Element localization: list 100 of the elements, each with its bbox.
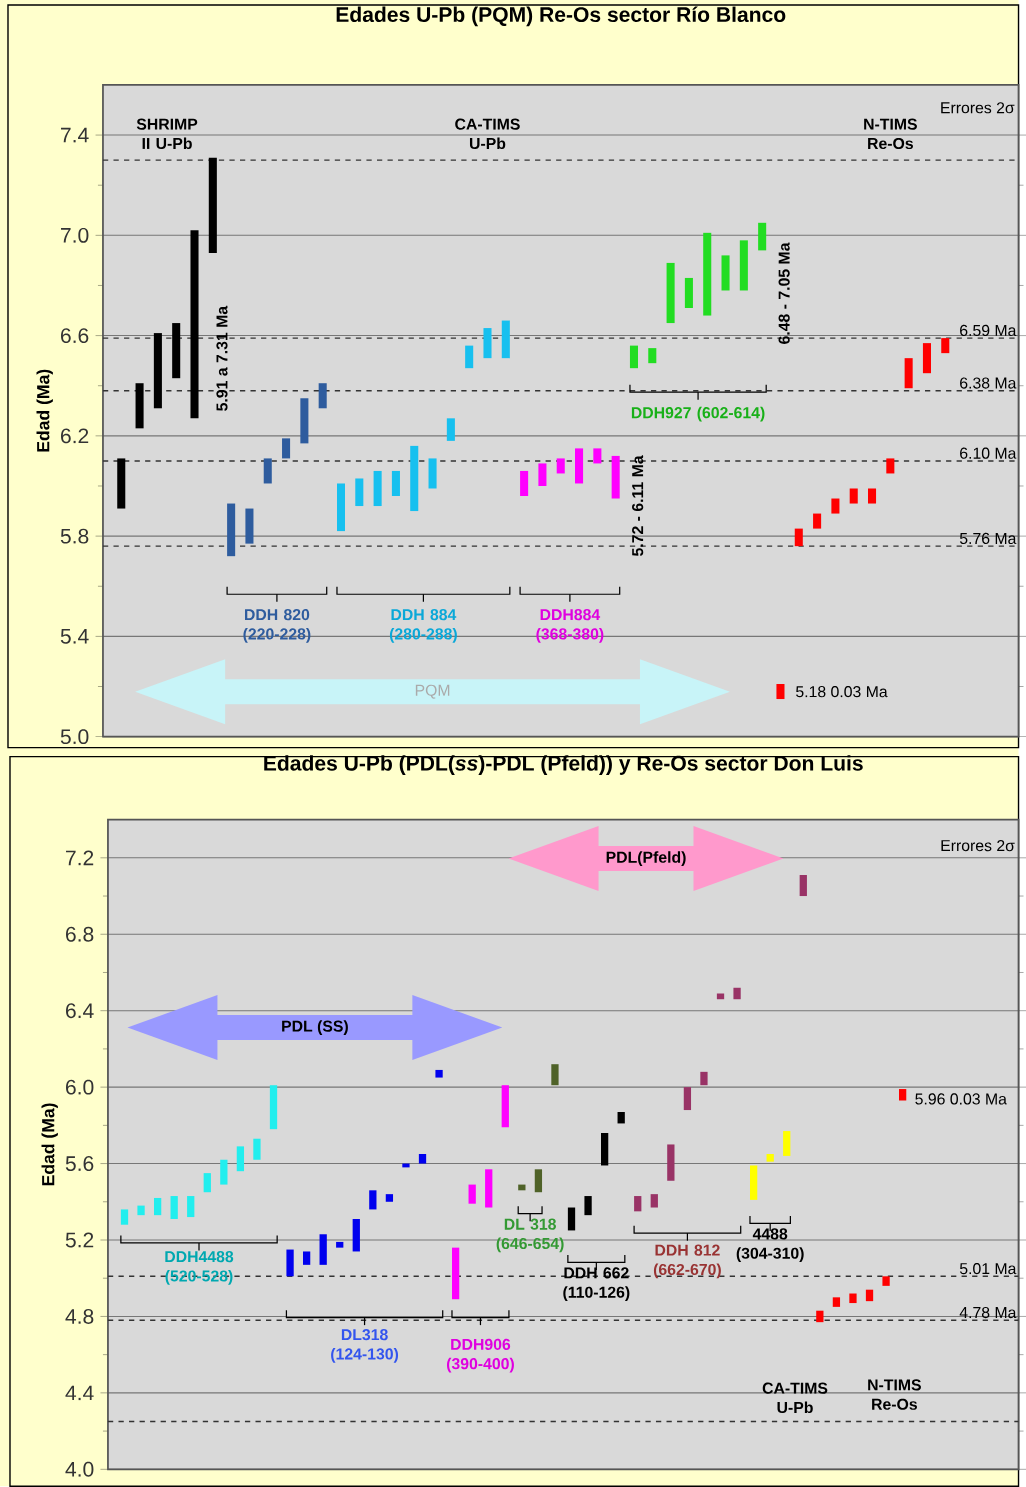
bar [849, 488, 858, 504]
bar [418, 1154, 427, 1164]
bar [391, 470, 400, 497]
bar [484, 1169, 493, 1208]
bar [446, 418, 455, 441]
bar [922, 343, 931, 374]
bar [574, 448, 583, 484]
bar [783, 1131, 791, 1156]
y-tick-label: 6.0 [65, 1079, 94, 1095]
annotation: 5.18 0.03 Ma [795, 686, 888, 698]
y-tick-label: 6.4 [65, 1003, 94, 1019]
bar [451, 1247, 460, 1300]
bar [749, 1165, 758, 1200]
bar [336, 483, 345, 532]
bar [300, 398, 309, 444]
y-tick-label: 5.8 [60, 528, 89, 544]
bar [611, 455, 620, 499]
bar [799, 875, 807, 897]
bar [629, 345, 638, 369]
bar [468, 1184, 476, 1204]
bar [286, 1249, 294, 1277]
bar [758, 222, 767, 251]
bar [617, 1111, 625, 1124]
text: 5.96 0.03 Ma [915, 1093, 1007, 1105]
bar [648, 348, 657, 364]
bar [120, 1209, 129, 1225]
bar [794, 528, 803, 547]
bar [667, 1144, 675, 1181]
bar [318, 383, 327, 409]
y-tick-label: 7.4 [60, 127, 89, 143]
ref-line-label: 5.01 Ma [959, 1263, 1017, 1275]
bar [153, 1197, 162, 1216]
bar [867, 488, 876, 504]
bar [245, 508, 254, 544]
y-tick-label: 5.6 [65, 1156, 94, 1172]
bar [428, 458, 437, 489]
annotation: N-TIMS Re-Os [868, 1379, 921, 1410]
annotation: 4488 (304-310) [736, 1228, 804, 1262]
y-tick-label: 4.0 [65, 1461, 94, 1477]
ref-line-label: 6.10 Ma [960, 447, 1017, 459]
bar [172, 323, 181, 379]
bar [831, 498, 840, 514]
bar [766, 1154, 774, 1162]
y-tick-label: 4.8 [65, 1308, 94, 1324]
annotation: 6.48 - 7.05 Ma [778, 242, 790, 344]
annotation: DDH884 (368-380) [536, 609, 604, 643]
bar [220, 1159, 228, 1185]
bar [634, 1196, 642, 1212]
bar [117, 458, 126, 509]
bar [739, 240, 748, 291]
bar [684, 277, 693, 309]
annotation: CA-TIMS U-Pb [762, 1382, 828, 1414]
bar [703, 232, 712, 316]
bar [137, 1205, 145, 1216]
bar [170, 1196, 178, 1219]
bar [135, 383, 144, 429]
bar [716, 993, 725, 1000]
annotation: CA-TIMS U-Pb [455, 118, 520, 150]
bar [567, 1207, 576, 1231]
y-tick-label: 6.2 [60, 428, 89, 444]
bar [336, 1241, 344, 1248]
y-tick-label: 6.8 [65, 926, 94, 942]
bar [355, 478, 364, 507]
bar [253, 1138, 261, 1160]
bar [465, 345, 474, 369]
annotation: DDH 884 (280-288) [389, 609, 457, 643]
bar [302, 1251, 311, 1265]
bar [556, 458, 565, 474]
bar [898, 1089, 907, 1101]
annotation: PDL(Pfeld) [606, 851, 686, 866]
bar [593, 448, 602, 464]
bar [816, 1310, 824, 1323]
annotation: DL318 (124-130) [331, 1329, 398, 1363]
annotation: Errores 2σ [941, 102, 1015, 114]
chart-title: Edades U-Pb (PQM) Re-Os sector Río Blanco [336, 6, 786, 27]
bar [721, 255, 730, 291]
y-axis-title: Edad (Ma) [41, 1103, 58, 1186]
bar [319, 1234, 327, 1265]
bar [410, 445, 419, 512]
y-tick-label: 5.4 [60, 629, 89, 644]
bar [941, 338, 950, 354]
bar [700, 1071, 708, 1086]
annotation: PDL (SS) [282, 1020, 348, 1035]
bar [832, 1297, 840, 1307]
ref-line-label: 4.78 Ma [959, 1306, 1017, 1319]
bar [208, 157, 217, 253]
bar [534, 1169, 542, 1193]
bar [501, 1085, 509, 1128]
bar [600, 1132, 609, 1166]
bar [650, 1194, 658, 1208]
bar [203, 1173, 211, 1193]
y-tick-label: 5.2 [65, 1232, 94, 1248]
bar [186, 1196, 195, 1218]
bar [538, 463, 547, 486]
annotation: 5.91 a 7.31 Ma [216, 305, 228, 411]
ref-line-label: 6.59 Ma [960, 324, 1017, 337]
bar [373, 470, 382, 507]
bar [683, 1087, 691, 1111]
bar [501, 320, 510, 359]
bar [865, 1289, 874, 1302]
